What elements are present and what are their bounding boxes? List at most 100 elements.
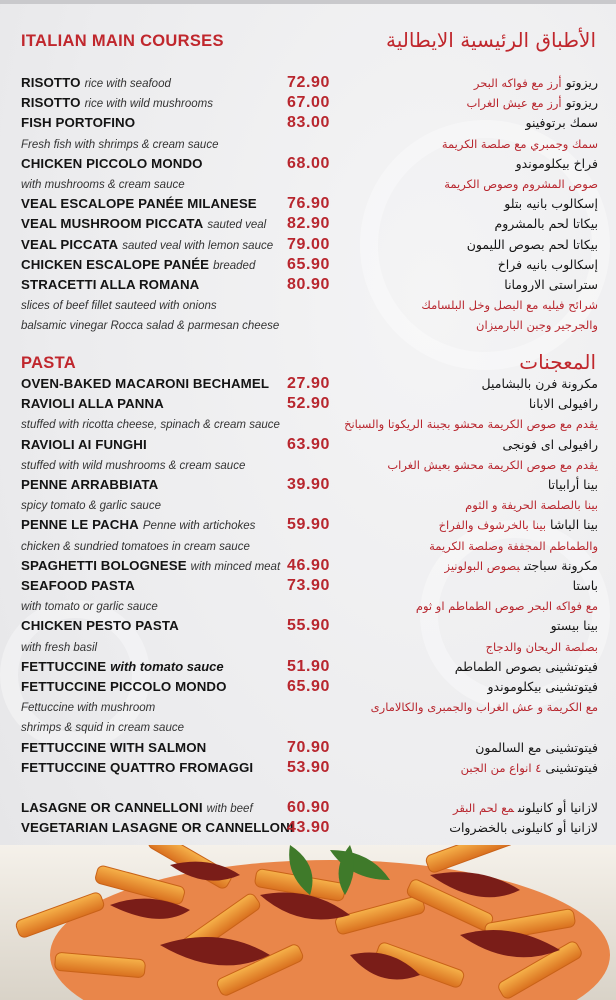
english-text: slices of beef fillet sauteed with onion…: [21, 295, 217, 316]
english-text: RISOTTO rice with seafood: [21, 73, 171, 94]
item-description: shrimps & squid in cream sauce: [21, 722, 184, 735]
arabic-text: فراخ بيكلوموندو: [516, 154, 598, 174]
arabic-text: بينا بيستو: [551, 616, 598, 636]
penne-piece: [95, 865, 185, 905]
arabic-text: فيتوتشينى بصوص الطماطم: [455, 657, 598, 677]
menu-item: CHICKEN PICCOLO MONDO 68.00 فراخ بيكلوموند…: [0, 154, 616, 174]
menu-item: CHICKEN PESTO PASTA 55.90 بينا بيستو: [0, 616, 616, 636]
item-price: 65.90: [286, 678, 330, 695]
menu-item: RAVIOLI ALLA PANNA 52.90 رافيولى الابانا: [0, 394, 616, 414]
item-price: 43.90: [286, 819, 330, 837]
menu-item-description: balsamic vinegar Rocca salad & parmesan …: [0, 315, 616, 335]
arabic-text: صوص المشروم وصوص الكريمة: [444, 174, 598, 194]
menu-item: RISOTTO rice with seafood 72.90 ريزوتوأرز م…: [0, 73, 616, 93]
english-text: STRACETTI ALLA ROMANA: [21, 275, 199, 295]
item-name-ar: بيكاتا لحم بصوص الليمون: [466, 236, 598, 252]
menu-item-description: spicy tomato & garlic sauce بينا بالصلصة …: [0, 495, 616, 515]
english-text: FETTUCCINE with tomato sauce: [21, 657, 224, 677]
item-name-ar: بيكاتا لحم بالمشروم: [494, 216, 598, 232]
menu-item: VEAL ESCALOPE PANÉE MILANESE 76.90 إسكالوب…: [0, 194, 616, 214]
item-price: 73.90: [286, 577, 330, 594]
item-price: 59.90: [286, 516, 330, 534]
arabic-text: ريزوتوأرز مع فواكه البحر: [474, 73, 598, 93]
item-name: SEAFOOD PASTA: [21, 578, 135, 593]
item-name: VEAL ESCALOPE PANÉE MILANESE: [21, 196, 257, 212]
arabic-text: مع فواكه البحر صوص الطماطم او ثوم: [416, 596, 598, 616]
item-name: RAVIOLI ALLA PANNA: [21, 396, 164, 412]
item-price: 63.90: [286, 435, 330, 453]
arabic-text: بيكاتا لحم بالمشروم: [494, 214, 598, 234]
menu-item-description: with fresh basil بصلصة الريحان والدجاج: [0, 637, 616, 657]
item-name-ar: فيتوتشينى بصوص الطماطم: [454, 658, 598, 674]
english-text: SPAGHETTI BOLOGNESE with minced meat: [21, 556, 280, 577]
item-description-ar: بينا بالصلصة الحريفة و الثوم: [465, 498, 598, 513]
english-text: FETTUCCINE QUATTRO FROMAGGI: [21, 758, 253, 778]
item-description-ar: يقدم مع صوص الكريمة محشو بعيش الغراب: [387, 457, 598, 472]
menu-item: FETTUCCINE QUATTRO FROMAGGI 53.90 فيتوتشين…: [0, 758, 616, 778]
item-name-ar: فيتوتشينى مع السالمون: [475, 739, 598, 755]
english-text: chicken & sundried tomatoes in cream sau…: [21, 536, 250, 557]
arabic-text: فيتوتشينى بيكلوموندو: [487, 677, 598, 697]
english-text: VEGETARIAN LASAGNE OR CANNELLONI: [21, 818, 294, 838]
item-description-ar: ٤ انواع من الجبن: [460, 760, 542, 775]
item-name: SPAGHETTI BOLOGNESE: [21, 557, 187, 573]
english-text: CHICKEN PESTO PASTA: [21, 616, 179, 636]
item-price: 79.00: [286, 235, 330, 253]
menu-item: PENNE LE PACHA Penne with artichokes 59.90…: [0, 515, 616, 535]
arabic-text: رافيولى الابانا: [529, 394, 598, 414]
item-description: spicy tomato & garlic sauce: [21, 500, 161, 513]
menu-item: LASAGNE OR CANNELLONI with beef 60.90 لازان…: [0, 798, 616, 818]
menu-item: SEAFOOD PASTA 73.90 باستا: [0, 576, 616, 596]
arabic-text: بينا أرابياتا: [548, 475, 598, 495]
arabic-text: سمك برتوفينو: [526, 113, 599, 133]
menu-item-description: with tomato or garlic sauce مع فواكه البح…: [0, 596, 616, 616]
english-text: balsamic vinegar Rocca salad & parmesan …: [21, 315, 279, 336]
item-name: VEGETARIAN LASAGNE OR CANNELLONI: [21, 820, 294, 836]
arabic-text: بينا الباشابينا بالخرشوف والفراخ: [439, 515, 598, 535]
item-name: RISOTTO: [21, 75, 81, 90]
arabic-text: لازانيا أو كانيلونى بالخضروات: [449, 818, 598, 838]
arabic-text: يقدم مع صوص الكريمة محشو بعيش الغراب: [387, 455, 598, 475]
english-text: with tomato or garlic sauce: [21, 596, 158, 617]
item-description-ar: والطماطم المجففة وصلصة الكريمة: [429, 538, 598, 553]
item-name: FETTUCCINE: [21, 658, 107, 674]
item-description: Penne with artichokes: [142, 520, 256, 533]
item-description-ar: أرز مع فواكه البحر: [473, 76, 562, 90]
menu-item: FETTUCCINE with tomato sauce 51.90 فيتوتشين…: [0, 657, 616, 677]
menu-item: VEAL PICCATA sauted veal with lemon sauce…: [0, 235, 616, 255]
item-description-ar: أرز مع عيش الغراب: [466, 96, 562, 111]
arabic-text: بيكاتا لحم بصوص الليمون: [467, 235, 598, 255]
menu-item: RISOTTO rice with wild mushrooms 67.00 ريزو…: [0, 93, 616, 113]
item-price: 72.90: [286, 74, 330, 91]
english-text: CHICKEN PICCOLO MONDO: [21, 154, 203, 174]
penne-piece: [425, 845, 515, 873]
item-name: FETTUCCINE WITH SALMON: [21, 739, 207, 755]
penne-piece: [216, 944, 304, 996]
menu-item-description: shrimps & squid in cream sauce: [0, 717, 616, 737]
english-text: stuffed with ricotta cheese, spinach & c…: [21, 414, 280, 435]
item-description-ar: بصلصة الريحان والدجاج: [485, 639, 598, 654]
item-name-ar: ريزوتو: [565, 75, 598, 90]
section-title-en: ITALIAN MAIN COURSES: [21, 32, 224, 50]
item-description: slices of beef fillet sauteed with onion…: [21, 300, 217, 313]
item-name: CHICKEN PESTO PASTA: [21, 618, 179, 634]
english-text: shrimps & squid in cream sauce: [21, 717, 184, 738]
arabic-text: باستا: [573, 576, 598, 596]
item-description: rice with wild mushrooms: [84, 98, 214, 111]
arabic-text: لازانيا أو كانيلونىمع لحم البقر: [453, 798, 598, 818]
english-text: FISH PORTOFINO: [21, 113, 135, 133]
item-name: FETTUCCINE PICCOLO MONDO: [21, 679, 227, 694]
item-name-ar: إسكالوب بانيه بتلو: [504, 196, 598, 212]
item-name-ar: إسكالوب بانيه فراخ: [497, 256, 598, 272]
english-text: VEAL PICCATA sauted veal with lemon sauce: [21, 235, 273, 256]
english-text: spicy tomato & garlic sauce: [21, 495, 161, 516]
item-name: VEAL PICCATA: [21, 236, 119, 252]
arabic-text: ريزوتوأرز مع عيش الغراب: [466, 93, 598, 113]
section-title-ar: المعجنات: [519, 350, 596, 374]
item-description: balsamic vinegar Rocca salad & parmesan …: [21, 320, 280, 333]
arabic-text: رافيولى اى فونجى: [502, 435, 598, 455]
english-text: FETTUCCINE WITH SALMON: [21, 738, 206, 758]
item-price: 80.90: [286, 276, 330, 293]
item-name-ar: ريزوتو: [565, 95, 598, 111]
item-name: STRACETTI ALLA ROMANA: [21, 277, 200, 292]
